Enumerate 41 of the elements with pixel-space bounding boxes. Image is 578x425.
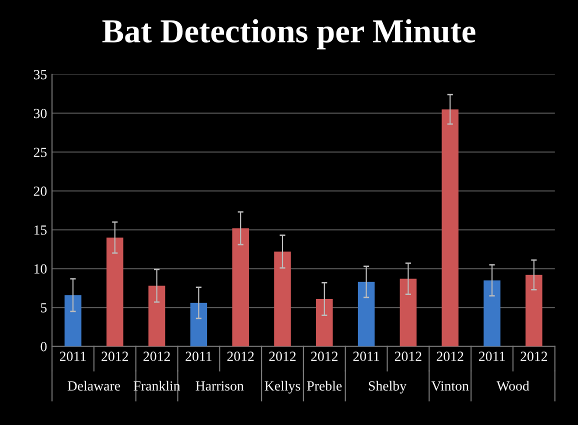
y-tick-label: 5 [41, 303, 47, 312]
x-tick-label: 2012 [269, 352, 296, 362]
y-tick-label: 20 [34, 186, 47, 196]
y-tick-label: 0 [40, 342, 47, 352]
x-tick-label: 2012 [144, 352, 170, 362]
bar [106, 238, 124, 346]
bar [526, 274, 542, 346]
chart-title: Bat Detections per Minute [102, 19, 476, 50]
y-tick-label: 25 [34, 148, 47, 158]
bar [232, 228, 249, 346]
y-tick-label: 35 [34, 70, 47, 80]
y-tick-label: 10 [34, 264, 47, 274]
y-tick-label: 30 [34, 108, 47, 118]
x-tick-label: 2011 [186, 352, 212, 362]
x-tick-label: 2012 [394, 352, 422, 362]
bar [274, 252, 291, 346]
x-tick-label: 2012 [311, 352, 338, 362]
y-tick-label: 15 [34, 225, 47, 235]
bar [190, 302, 208, 346]
x-tick-label: 2011 [60, 352, 86, 362]
x-tick-label: 2012 [102, 352, 128, 362]
text: Vinton [431, 381, 469, 391]
x-tick-label: 2011 [353, 352, 380, 362]
bar [442, 109, 458, 346]
x-tick-label: 2012 [227, 352, 254, 362]
bar [484, 280, 500, 346]
x-tick-label: 2011 [479, 352, 505, 362]
x-tick-label: 2012 [436, 352, 464, 362]
bar [316, 298, 333, 346]
text: Harrison [196, 381, 244, 391]
text: Preble [307, 380, 342, 391]
bar [358, 282, 375, 346]
text: Shelby [368, 380, 406, 394]
text: Kellys [264, 380, 300, 394]
x-tick-label: 2012 [520, 352, 548, 362]
bar [400, 278, 417, 346]
bar [64, 295, 82, 346]
text: Franklin [134, 380, 180, 391]
bar [148, 286, 166, 346]
text: Wood [496, 380, 530, 391]
text: Delaware [68, 380, 120, 391]
